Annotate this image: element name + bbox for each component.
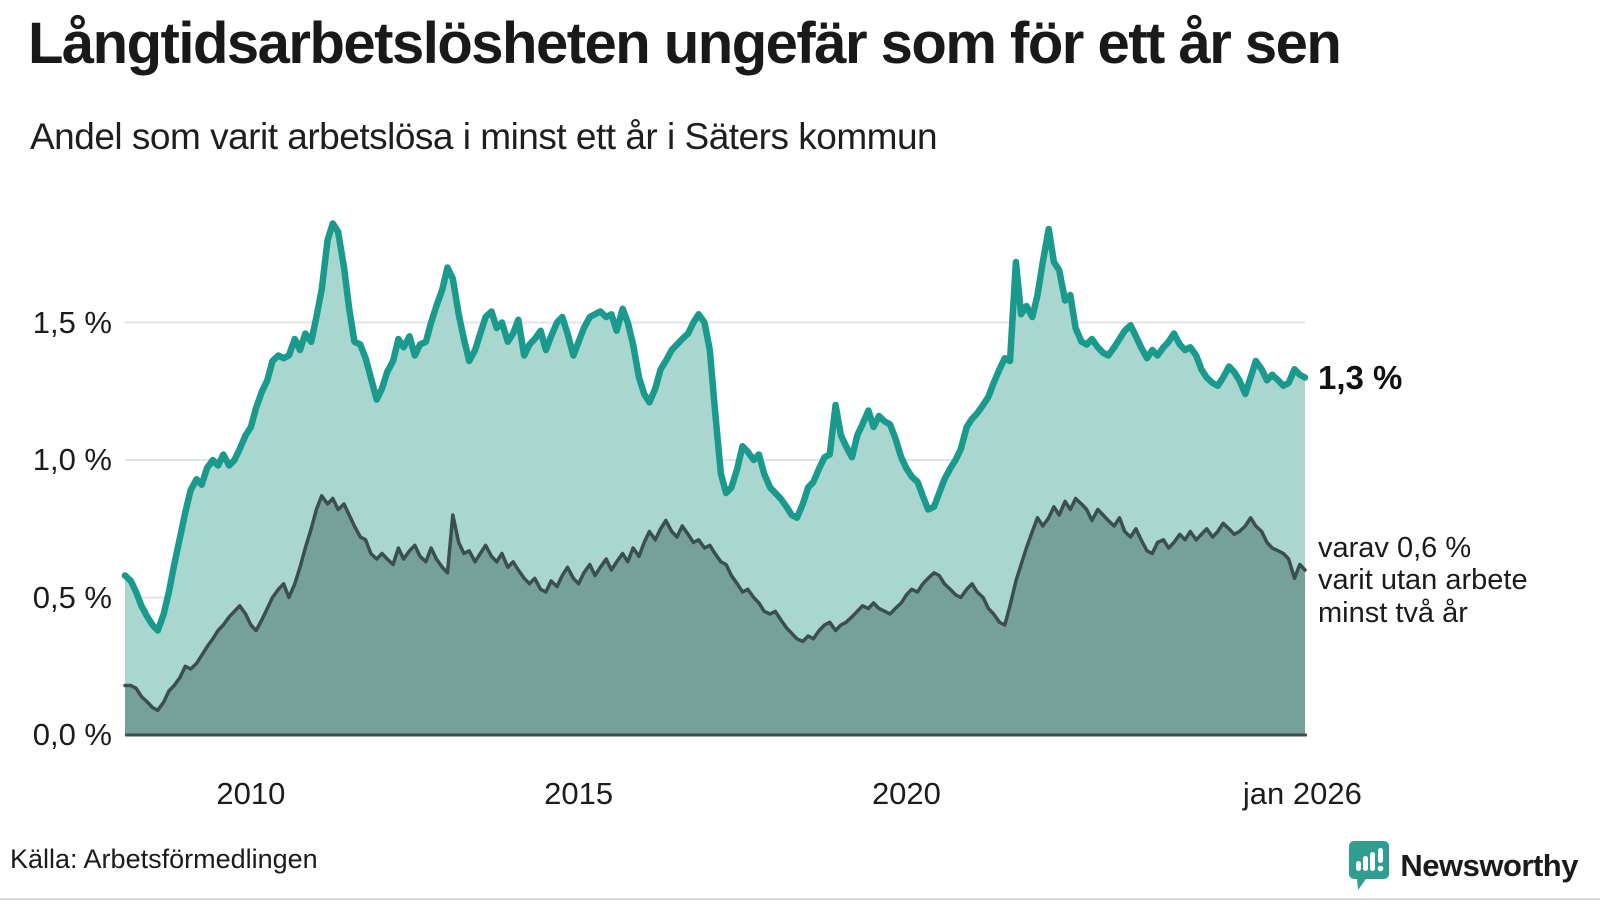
latest-two-year-annotation: varav 0,6 % varit utan arbete minst två … (1318, 532, 1528, 629)
brand-logo: Newsworthy (1348, 840, 1578, 892)
annotation-line: varit utan arbete (1318, 564, 1528, 597)
latest-total-annotation: 1,3 % (1318, 358, 1403, 396)
y-tick-label: 0,5 % (32, 579, 112, 615)
bottom-edge-line (0, 898, 1600, 900)
x-tick-label: 2020 (871, 776, 941, 811)
source-credit: Källa: Arbetsförmedlingen (10, 844, 318, 874)
page-title: Långtidsarbetslösheten ungefär som för e… (28, 11, 1342, 76)
annotation-line: varav 0,6 % (1318, 532, 1472, 564)
brand-name: Newsworthy (1400, 848, 1578, 883)
y-tick-label: 0,0 % (32, 717, 112, 752)
x-tick-label: 2015 (544, 776, 614, 811)
series-line (123, 494, 1307, 713)
page-subtitle: Andel som varit arbetslösa i minst ett å… (30, 116, 938, 157)
x-tick-label: 2010 (216, 776, 286, 811)
newsworthy-icon (1349, 841, 1390, 890)
series-line (121, 220, 1309, 634)
series-area (125, 495, 1305, 735)
x-tick-label: jan 2026 (1242, 776, 1362, 811)
y-tick-label: 1,0 % (32, 442, 112, 477)
annotation-line: minst två år (1318, 596, 1468, 629)
y-tick-label: 1,5 % (32, 304, 112, 340)
